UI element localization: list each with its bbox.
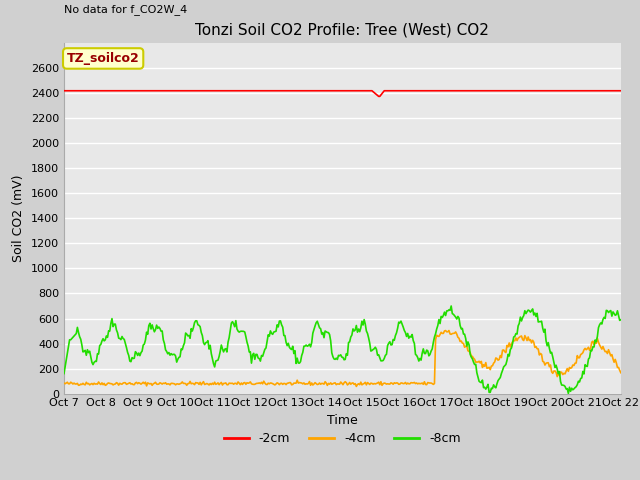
X-axis label: Time: Time	[327, 414, 358, 427]
Y-axis label: Soil CO2 (mV): Soil CO2 (mV)	[12, 175, 26, 262]
Legend: -2cm, -4cm, -8cm: -2cm, -4cm, -8cm	[219, 427, 466, 450]
Title: Tonzi Soil CO2 Profile: Tree (West) CO2: Tonzi Soil CO2 Profile: Tree (West) CO2	[195, 23, 490, 38]
Text: TZ_soilco2: TZ_soilco2	[67, 52, 140, 65]
Text: No data for f_CO2W_4: No data for f_CO2W_4	[64, 4, 188, 15]
